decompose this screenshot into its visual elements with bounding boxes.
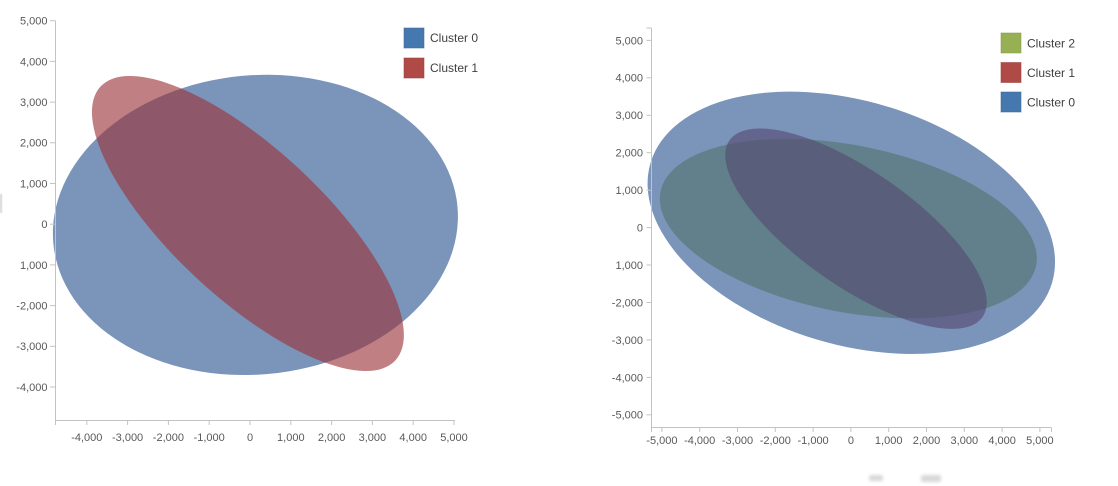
svg-text:-4,000: -4,000 [612,372,643,384]
svg-text:2,000: 2,000 [318,432,346,444]
svg-text:-2,000: -2,000 [153,432,184,444]
svg-text:2,000: 2,000 [20,138,48,150]
svg-text:-4,000: -4,000 [16,382,47,394]
svg-text:-1,000: -1,000 [797,435,828,447]
svg-text:5,000: 5,000 [20,16,48,28]
svg-text:1,000: 1,000 [20,260,48,272]
svg-text:3,000: 3,000 [951,435,979,447]
svg-text:Cluster 0: Cluster 0 [430,31,478,45]
svg-text:5,000: 5,000 [615,35,643,47]
svg-text:5,000: 5,000 [440,432,468,444]
svg-text:-3,000: -3,000 [16,341,47,353]
svg-text:0: 0 [41,219,47,231]
svg-text:4,000: 4,000 [988,435,1016,447]
svg-text:Cluster 0: Cluster 0 [1027,95,1075,109]
svg-text:-4,000: -4,000 [71,432,102,444]
svg-text:-2,000: -2,000 [760,435,791,447]
svg-text:0: 0 [637,222,643,234]
svg-text:1,000: 1,000 [20,178,48,190]
svg-text:-3,000: -3,000 [112,432,143,444]
svg-text:-3,000: -3,000 [722,435,753,447]
svg-text:-5,000: -5,000 [612,410,643,422]
svg-text:1,000: 1,000 [277,432,305,444]
svg-text:2,000: 2,000 [913,435,941,447]
svg-text:-2,000: -2,000 [612,297,643,309]
svg-text:-4,000: -4,000 [684,435,715,447]
svg-text:-3,000: -3,000 [612,335,643,347]
svg-text:4,000: 4,000 [399,432,427,444]
svg-text:-5,000: -5,000 [646,435,677,447]
svg-text:0: 0 [848,435,854,447]
svg-text:Cluster 1: Cluster 1 [430,61,478,75]
svg-text:1,000: 1,000 [615,185,643,197]
svg-text:3,000: 3,000 [20,97,48,109]
svg-text:5,000: 5,000 [1026,435,1054,447]
svg-text:Cluster 1: Cluster 1 [1027,66,1075,80]
svg-text:-1,000: -1,000 [194,432,225,444]
svg-text:1,000: 1,000 [875,435,903,447]
svg-text:3,000: 3,000 [359,432,387,444]
svg-text:4,000: 4,000 [20,56,48,68]
svg-text:1,000: 1,000 [615,260,643,272]
svg-text:2,000: 2,000 [615,148,643,160]
svg-text:4,000: 4,000 [615,73,643,85]
svg-text:3,000: 3,000 [615,110,643,122]
svg-text:Cluster 2: Cluster 2 [1027,36,1075,50]
svg-text:-2,000: -2,000 [16,300,47,312]
svg-text:0: 0 [247,432,253,444]
